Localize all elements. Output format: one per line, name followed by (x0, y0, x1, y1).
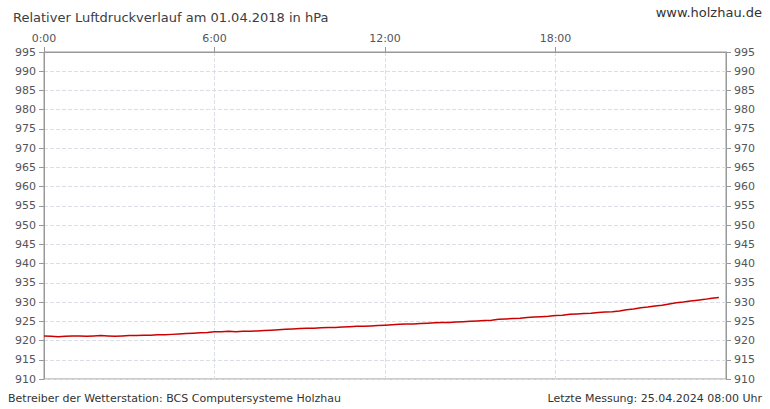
svg-text:920: 920 (15, 334, 36, 347)
svg-text:12:00: 12:00 (369, 32, 401, 45)
svg-text:940: 940 (15, 257, 36, 270)
svg-text:960: 960 (15, 180, 36, 193)
svg-text:995: 995 (734, 46, 755, 59)
svg-text:6:00: 6:00 (202, 32, 227, 45)
svg-text:965: 965 (15, 161, 36, 174)
svg-text:0:00: 0:00 (32, 32, 57, 45)
svg-text:910: 910 (15, 373, 36, 386)
svg-text:950: 950 (734, 219, 755, 232)
svg-text:935: 935 (734, 276, 755, 289)
svg-text:910: 910 (734, 373, 755, 386)
svg-text:930: 930 (734, 296, 755, 309)
svg-text:925: 925 (734, 315, 755, 328)
svg-text:985: 985 (734, 84, 755, 97)
svg-text:975: 975 (15, 122, 36, 135)
svg-text:955: 955 (15, 199, 36, 212)
svg-text:18:00: 18:00 (540, 32, 572, 45)
svg-text:Letzte Messung: 25.04.2024 08:: Letzte Messung: 25.04.2024 08:00 Uhr (548, 392, 763, 405)
svg-text:940: 940 (734, 257, 755, 270)
svg-text:975: 975 (734, 122, 755, 135)
svg-text:www.holzhau.de: www.holzhau.de (656, 5, 762, 20)
svg-text:980: 980 (734, 103, 755, 116)
svg-text:925: 925 (15, 315, 36, 328)
svg-text:965: 965 (734, 161, 755, 174)
svg-text:970: 970 (15, 142, 36, 155)
svg-text:Betreiber der Wetterstation: B: Betreiber der Wetterstation: BCS Compute… (8, 392, 341, 405)
svg-text:995: 995 (15, 46, 36, 59)
svg-text:955: 955 (734, 199, 755, 212)
svg-text:Relativer Luftdruckverlauf am: Relativer Luftdruckverlauf am 01.04.2018… (13, 10, 328, 25)
svg-text:970: 970 (734, 142, 755, 155)
svg-text:920: 920 (734, 334, 755, 347)
svg-text:915: 915 (734, 353, 755, 366)
svg-text:985: 985 (15, 84, 36, 97)
svg-text:945: 945 (734, 238, 755, 251)
svg-text:960: 960 (734, 180, 755, 193)
svg-text:990: 990 (734, 65, 755, 78)
svg-text:915: 915 (15, 353, 36, 366)
svg-text:935: 935 (15, 276, 36, 289)
svg-text:980: 980 (15, 103, 36, 116)
svg-text:950: 950 (15, 219, 36, 232)
svg-text:990: 990 (15, 65, 36, 78)
svg-text:945: 945 (15, 238, 36, 251)
svg-text:930: 930 (15, 296, 36, 309)
